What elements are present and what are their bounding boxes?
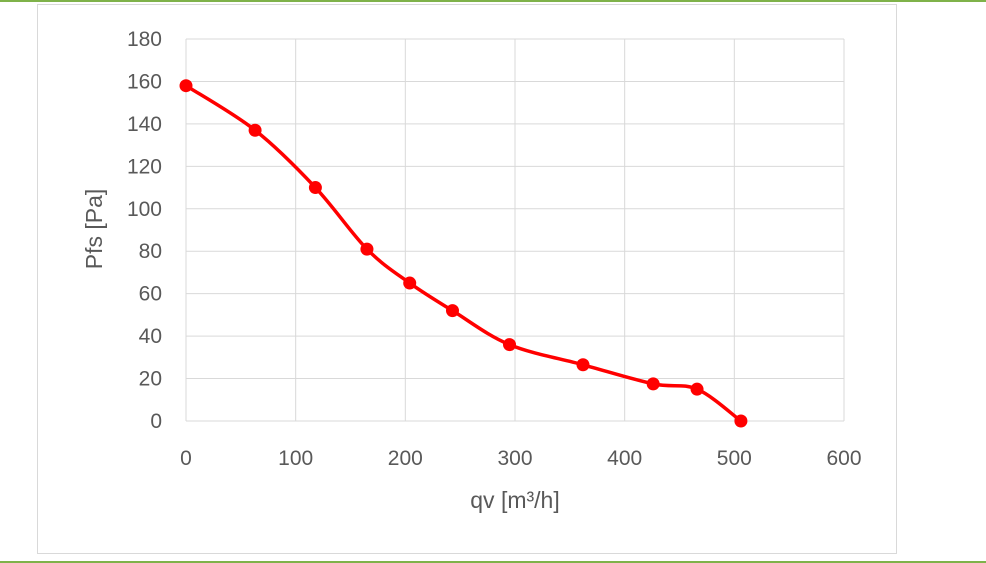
x-tick-labels: 0 100 200 300 400 500 600 [180,447,861,470]
data-point [179,79,193,93]
y-tick-label: 100 [127,198,162,221]
x-tick-label: 600 [826,447,861,470]
x-tick-label: 300 [497,447,532,470]
data-point [576,358,590,372]
data-point [734,414,748,428]
data-point [360,242,374,256]
y-tick-label: 180 [127,28,162,51]
data-point [690,382,704,396]
y-tick-labels: 0 20 40 60 80 100 120 140 160 180 [127,28,162,433]
y-tick-label: 140 [127,113,162,136]
y-tick-label: 60 [139,283,162,306]
chart-frame [37,4,897,554]
top-rule [0,0,986,2]
gridlines [185,38,845,422]
x-tick-label: 500 [717,447,752,470]
y-axis-title: Pfs [Pa] [81,189,107,270]
y-tick-label: 40 [139,325,162,348]
data-point [403,276,417,290]
data-point [308,181,322,195]
data-point [503,338,517,352]
y-tick-label: 80 [139,240,162,263]
y-tick-label: 20 [139,368,162,391]
series-markers [179,79,748,428]
y-tick-label: 160 [127,70,162,93]
x-tick-label: 200 [388,447,423,470]
y-tick-label: 0 [150,410,162,433]
series-line [184,83,743,423]
data-point [445,304,459,318]
x-axis-title: qv [m³/h] [470,487,559,513]
bottom-rule [0,561,986,563]
data-point [646,377,660,391]
x-tick-label: 400 [607,447,642,470]
data-point [248,123,262,137]
x-tick-label: 100 [278,447,313,470]
y-tick-label: 120 [127,155,162,178]
x-tick-label: 0 [180,447,192,470]
